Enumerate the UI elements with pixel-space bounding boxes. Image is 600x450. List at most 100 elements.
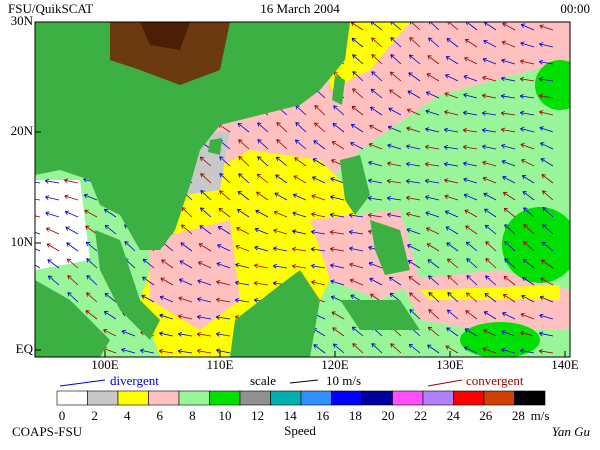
wind-arrow xyxy=(541,241,554,252)
land xyxy=(230,270,320,357)
wind-arrow xyxy=(446,242,459,252)
wind-arrow xyxy=(257,122,269,133)
wind-arrow xyxy=(275,174,288,184)
wind-arrow xyxy=(445,226,459,235)
wind-arrow xyxy=(219,173,231,184)
wind-arrow xyxy=(217,226,231,235)
wind-arrow xyxy=(406,108,421,116)
wind-arrow xyxy=(446,258,459,269)
wind-arrow xyxy=(332,123,345,133)
wind-arrow xyxy=(465,22,478,31)
wind-arrow xyxy=(45,227,60,235)
wind-arrow xyxy=(295,122,307,133)
wind-arrow xyxy=(85,225,98,235)
wind-arrow xyxy=(464,328,478,337)
wind-arrow xyxy=(523,241,535,252)
wind-arrow xyxy=(254,263,269,269)
wind-arrow xyxy=(388,107,402,116)
wind-arrow xyxy=(254,227,269,235)
wind-arrow xyxy=(86,292,98,303)
wind-arrow xyxy=(332,327,345,337)
wind-arrow xyxy=(387,161,402,167)
wind-arrow xyxy=(520,127,535,133)
wind-arrow xyxy=(350,123,364,133)
lat-label: 20N xyxy=(11,123,34,138)
wind-arrow xyxy=(428,292,440,303)
wind-arrow xyxy=(47,275,60,286)
wind-arrow xyxy=(349,262,364,269)
wind-arrow xyxy=(504,258,516,269)
wind-arrow xyxy=(483,329,497,337)
wind-arrow xyxy=(369,124,383,133)
wind-arrow xyxy=(522,191,535,201)
colorbar-swatch xyxy=(209,390,241,406)
wind-arrow xyxy=(521,175,535,184)
wind-arrow xyxy=(427,259,440,269)
date-label: 16 March 2004 xyxy=(260,1,340,16)
wind-arrow xyxy=(351,37,364,48)
wind-arrow xyxy=(521,294,535,303)
wind-arrow xyxy=(66,242,79,252)
yellow-zone xyxy=(330,22,410,90)
colorbar-label: 24 xyxy=(447,408,461,423)
colorbar-unit: m/s xyxy=(531,408,550,423)
wind-arrow xyxy=(216,262,231,269)
wind-arrow xyxy=(386,212,402,218)
wind-arrow xyxy=(481,93,497,99)
wind-arrow xyxy=(219,156,231,167)
wind-arrow xyxy=(217,244,231,252)
wind-arrow xyxy=(446,309,459,320)
wind-arrow xyxy=(501,159,516,167)
wind-arrow xyxy=(197,297,212,303)
wind-arrow xyxy=(464,209,478,218)
wind-arrow xyxy=(539,126,554,133)
wind-arrow xyxy=(142,276,155,286)
wind-arrow xyxy=(237,190,250,201)
wind-arrow xyxy=(408,54,421,65)
wind-arrow xyxy=(520,23,535,31)
wind-arrow xyxy=(198,243,212,252)
wind-arrow xyxy=(405,179,421,184)
wind-arrow xyxy=(294,157,307,167)
lon-label: 140E xyxy=(551,357,579,372)
wind-arrow xyxy=(314,105,326,116)
wind-arrow xyxy=(501,143,516,150)
wind-arrow xyxy=(408,343,421,354)
wind-arrow xyxy=(520,143,535,150)
wind-arrow xyxy=(465,225,478,235)
wind-arrow xyxy=(542,207,554,218)
wind-arrow xyxy=(367,212,383,218)
wind-arrow xyxy=(47,259,60,269)
wind-arrow xyxy=(427,326,440,337)
wind-arrow xyxy=(45,211,60,218)
wind-arrow xyxy=(520,312,535,320)
lon-label: 130E xyxy=(436,357,464,372)
wind-arrow xyxy=(520,330,535,337)
wind-arrow xyxy=(234,280,250,286)
footer-right: Yan Gu xyxy=(552,424,591,439)
wind-arrow xyxy=(235,244,250,252)
wind-arrow xyxy=(294,139,307,150)
wind-arrow xyxy=(253,280,269,286)
wind-arrow xyxy=(273,246,288,252)
wind-arrow xyxy=(350,141,364,150)
lat-label: 10N xyxy=(11,234,34,249)
wind-arrow xyxy=(428,309,440,320)
colorbar-swatch xyxy=(392,390,424,406)
wind-arrow xyxy=(140,348,155,354)
wind-arrow xyxy=(444,92,459,99)
colorbar-swatch xyxy=(331,390,363,406)
wind-arrow xyxy=(503,207,516,218)
wind-arrow xyxy=(199,225,212,235)
wind-arrow xyxy=(538,59,554,65)
colorbar-label: 2 xyxy=(91,408,98,423)
wind-arrow xyxy=(465,241,478,252)
wind-arrow xyxy=(519,94,535,99)
colorbar-label: 12 xyxy=(251,408,264,423)
wind-arrow xyxy=(46,243,60,252)
wind-arrow xyxy=(331,141,345,150)
wind-arrow xyxy=(465,310,478,320)
wind-arrow xyxy=(539,295,554,303)
wind-arrow xyxy=(387,125,402,133)
wind-arrow xyxy=(425,211,440,218)
